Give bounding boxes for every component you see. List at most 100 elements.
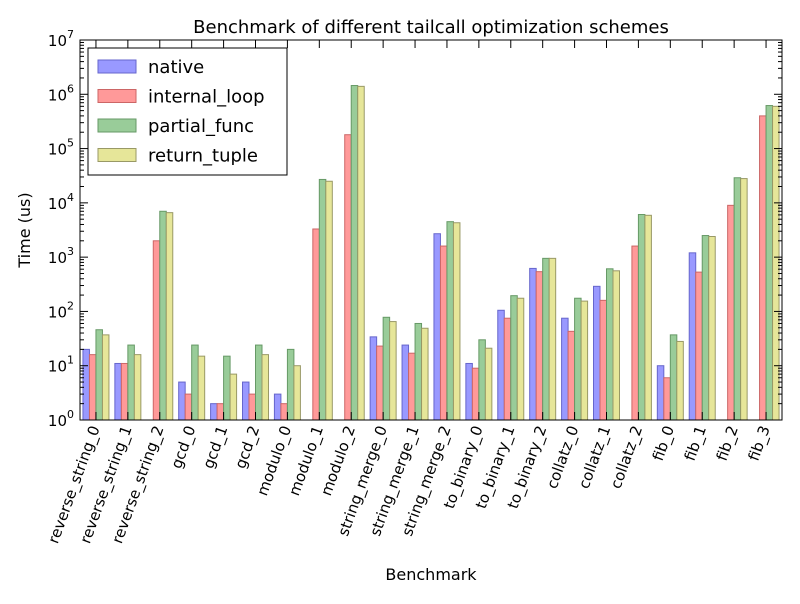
- bar-partial_func-collatz_1: [606, 268, 614, 421]
- y-tick-label-base: 10: [48, 141, 67, 159]
- bar-internal_loop-fib_3: [759, 115, 767, 421]
- y-tick-label-base: 10: [48, 32, 67, 50]
- bar-native-to_binary_0: [465, 362, 473, 421]
- bar-return_tuple-reverse_string_0: [101, 334, 110, 421]
- y-tick-label: 104: [48, 191, 74, 213]
- bar-native-reverse_string_1: [114, 362, 122, 421]
- bar-native-to_binary_1: [497, 309, 505, 421]
- bar-return_tuple-fib_1: [708, 236, 716, 421]
- y-tick-label: 101: [48, 354, 74, 376]
- bar-partial_func-string_merge_0: [382, 316, 391, 421]
- x-tick-label: gcd_2: [231, 423, 264, 471]
- y-tick-label-exponent: 1: [67, 354, 74, 367]
- bar-partial_func-to_binary_1: [510, 295, 518, 421]
- bar-partial_func-modulo_1: [318, 178, 327, 421]
- bar-internal_loop-fib_1: [695, 271, 703, 421]
- bar-internal_loop-string_merge_1: [408, 352, 416, 421]
- bar-partial_func-fib_1: [701, 235, 710, 421]
- y-tick-label-base: 10: [48, 86, 67, 104]
- bar-internal_loop-modulo_2: [344, 134, 352, 421]
- bar-partial_func-string_merge_1: [414, 322, 423, 421]
- bar-return_tuple-string_merge_1: [421, 327, 429, 421]
- y-tick-label: 103: [48, 245, 74, 267]
- bar-return_tuple-string_merge_0: [389, 321, 397, 421]
- bar-return_tuple-string_merge_2: [452, 222, 461, 421]
- legend-swatch-native: [97, 59, 137, 74]
- bar-internal_loop-gcd_0: [184, 393, 193, 421]
- bar-internal_loop-modulo_0: [280, 403, 288, 421]
- bar-native-to_binary_2: [529, 267, 537, 421]
- bar-internal_loop-string_merge_2: [439, 245, 448, 421]
- bar-native-gcd_0: [178, 381, 186, 421]
- y-axis-label: Time (us): [15, 192, 34, 268]
- bar-partial_func-fib_2: [733, 177, 742, 421]
- y-tick-label-exponent: 3: [67, 245, 74, 258]
- bar-native-string_merge_2: [433, 233, 441, 421]
- y-tick-label: 107: [48, 28, 74, 50]
- legend-label-partial_func: partial_func: [148, 116, 254, 137]
- bar-native-collatz_0: [561, 317, 569, 421]
- x-tick-label: fib_2: [713, 423, 743, 463]
- bar-internal_loop-fib_0: [663, 377, 671, 421]
- bar-internal_loop-collatz_0: [567, 330, 576, 421]
- bar-return_tuple-fib_2: [740, 178, 748, 421]
- y-tick-label: 102: [48, 299, 74, 321]
- x-tick-label: gcd_1: [199, 423, 232, 471]
- bar-return_tuple-reverse_string_1: [133, 354, 142, 421]
- bar-native-fib_0: [656, 365, 665, 421]
- legend-label-return_tuple: return_tuple: [148, 146, 258, 167]
- x-tick-label: collatz_2: [607, 423, 647, 491]
- bar-internal_loop-reverse_string_0: [88, 354, 97, 421]
- legend-label-internal_loop: internal_loop: [148, 87, 265, 108]
- bar-partial_func-to_binary_0: [478, 339, 486, 421]
- bar-internal_loop-to_binary_2: [535, 271, 544, 421]
- plot-frame: [79, 39, 783, 421]
- y-tick-label-base: 10: [48, 412, 67, 430]
- y-tick-label-base: 10: [48, 303, 67, 321]
- bar-partial_func-gcd_0: [191, 344, 199, 421]
- bar-partial_func-fib_0: [669, 334, 678, 421]
- bar-internal_loop-gcd_2: [248, 393, 256, 421]
- bar-native-fib_1: [688, 252, 697, 421]
- x-axis-label: Benchmark: [385, 565, 477, 584]
- bar-native-reverse_string_0: [82, 348, 90, 421]
- bar-partial_func-string_merge_2: [446, 221, 454, 421]
- bar-return_tuple-gcd_1: [229, 373, 238, 421]
- x-tick-label: fib_1: [681, 423, 711, 463]
- bar-partial_func-fib_3: [765, 105, 774, 421]
- bar-partial_func-collatz_2: [637, 214, 646, 421]
- bar-return_tuple-collatz_2: [644, 214, 652, 421]
- bar-internal_loop-gcd_1: [216, 403, 225, 421]
- bar-return_tuple-to_binary_1: [516, 297, 525, 421]
- bar-return_tuple-collatz_1: [612, 270, 620, 421]
- legend: native internal_loop partial_func return_tu…: [87, 47, 288, 176]
- bar-return_tuple-to_binary_0: [484, 347, 493, 421]
- bar-internal_loop-to_binary_0: [471, 367, 480, 421]
- bar-native-gcd_1: [210, 403, 218, 421]
- bars: [82, 85, 780, 421]
- x-tick-label: fib_3: [745, 423, 775, 463]
- x-tick-label: fib_0: [649, 423, 679, 463]
- legend-label-native: native: [148, 57, 204, 78]
- bar-internal_loop-reverse_string_2: [152, 240, 161, 421]
- bar-partial_func-gcd_1: [223, 355, 231, 421]
- bar-return_tuple-reverse_string_2: [165, 212, 174, 421]
- y-tick-label-exponent: 7: [67, 28, 74, 41]
- bar-native-collatz_1: [593, 285, 601, 421]
- legend-swatch-internal_loop: [97, 89, 137, 103]
- bar-partial_func-reverse_string_2: [159, 210, 167, 421]
- bar-native-modulo_0: [273, 393, 282, 421]
- bar-internal_loop-collatz_1: [599, 299, 607, 421]
- bar-internal_loop-collatz_2: [631, 245, 639, 421]
- bar-native-string_merge_0: [369, 336, 378, 421]
- y-tick-label: 106: [48, 82, 74, 104]
- bar-native-gcd_2: [242, 381, 250, 421]
- y-tick-label: 105: [48, 137, 74, 159]
- bar-return_tuple-collatz_0: [580, 300, 589, 421]
- bar-partial_func-collatz_0: [574, 297, 582, 421]
- bar-partial_func-modulo_2: [350, 85, 359, 421]
- bar-partial_func-modulo_0: [286, 348, 295, 421]
- bar-return_tuple-gcd_0: [197, 355, 206, 421]
- bar-partial_func-reverse_string_0: [95, 329, 103, 421]
